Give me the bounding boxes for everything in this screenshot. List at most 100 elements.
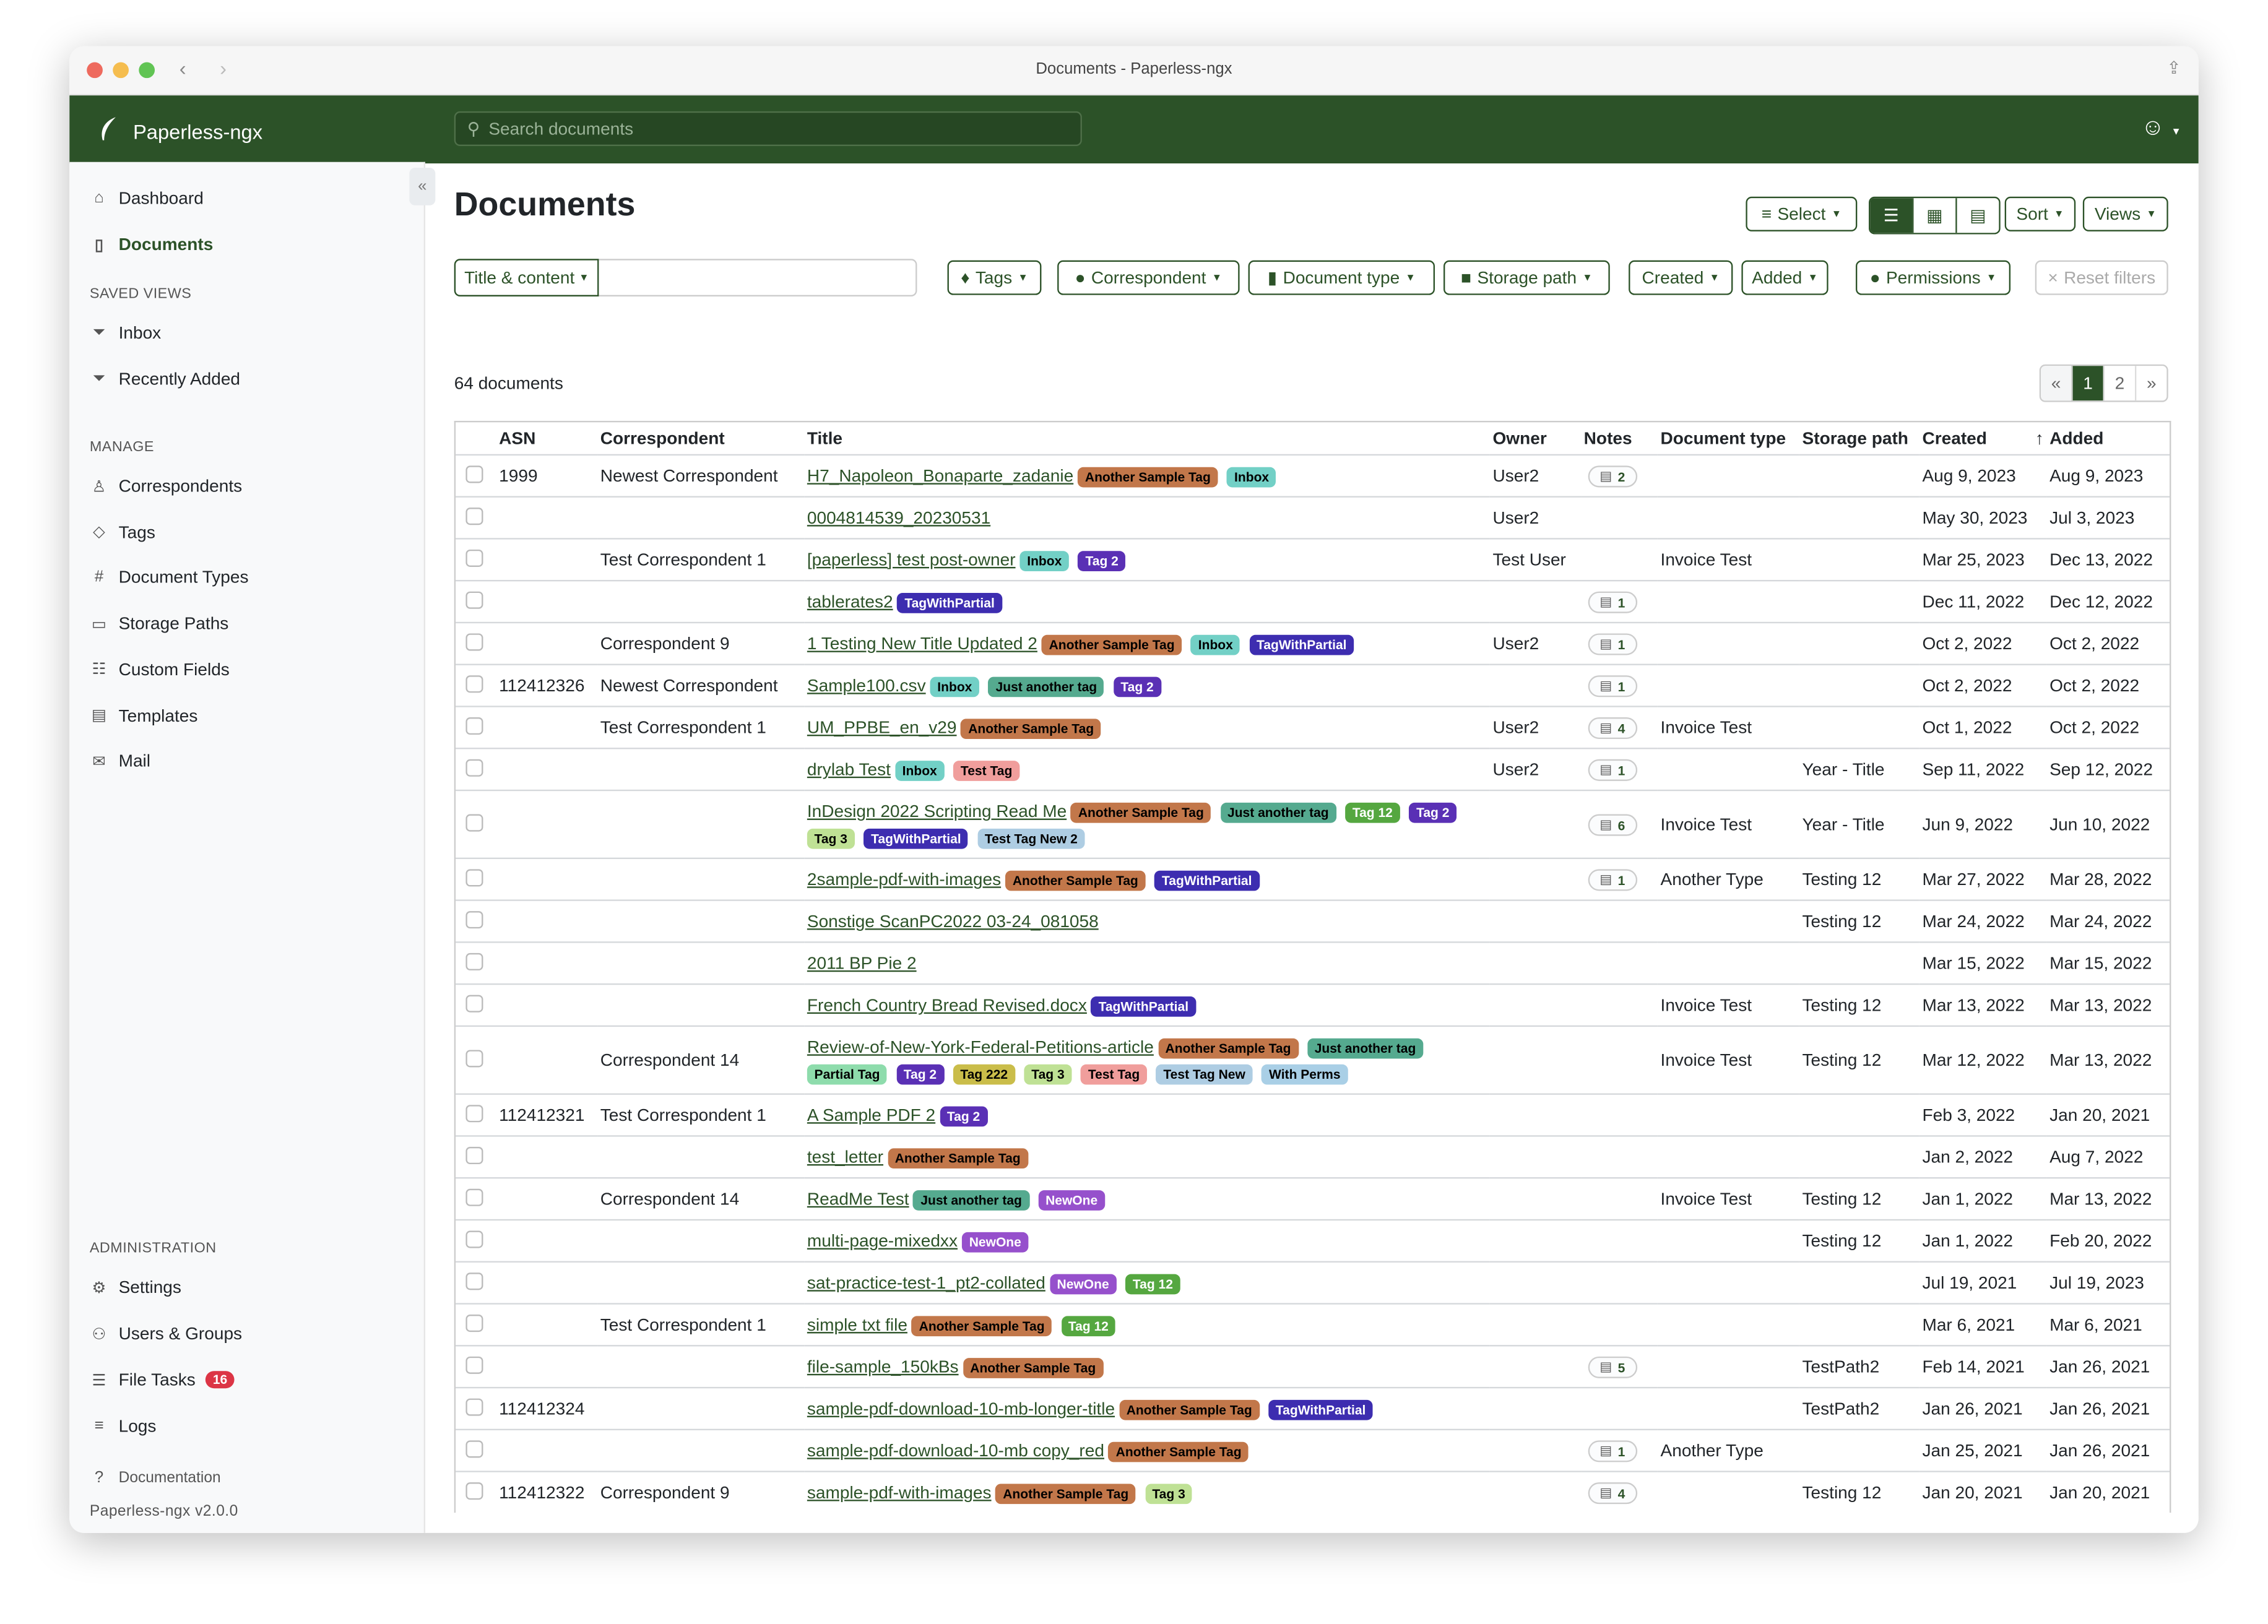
pagination-page-1[interactable]: 1 (2071, 366, 2103, 401)
sidebar-item-recently-added[interactable]: ⏷ Recently Added (90, 369, 240, 389)
tag-badge[interactable]: Test Tag New (1156, 1064, 1253, 1085)
table-row[interactable]: Correspondent 14 ReadMe Test Just another … (456, 1177, 2170, 1220)
table-row[interactable]: tablerates2 TagWithPartial ▤ 1 Dec 11, 2022… (456, 580, 2170, 623)
column-header-asn[interactable]: ASN (499, 428, 536, 449)
correspondent-value[interactable]: Test Correspondent 1 (600, 549, 766, 570)
table-row[interactable]: Test Correspondent 1 simple txt file Anoth… (456, 1303, 2170, 1346)
close-window-button[interactable] (87, 62, 103, 79)
large-cards-view-button[interactable]: ▤ (1955, 198, 1999, 233)
tag-badge[interactable]: NewOne (1049, 1274, 1117, 1295)
document-title-link[interactable]: UM_PPBE_en_v29 (807, 717, 957, 738)
document-title-link[interactable]: file-sample_150kBs (807, 1356, 959, 1377)
column-header-document-type[interactable]: Document type (1660, 428, 1786, 449)
row-checkbox[interactable] (465, 1104, 483, 1122)
document-title-link[interactable]: French Country Bread Revised.docx (807, 995, 1087, 1016)
tag-badge[interactable]: TagWithPartial (1091, 996, 1196, 1017)
tag-badge[interactable]: Test Tag (953, 761, 1019, 781)
correspondent-value[interactable]: Test Correspondent 1 (600, 1315, 766, 1335)
row-checkbox[interactable] (465, 1313, 483, 1331)
back-icon[interactable]: ‹ (179, 56, 186, 80)
tag-badge[interactable]: Another Sample Tag (961, 719, 1101, 740)
row-checkbox[interactable] (465, 507, 483, 525)
table-row[interactable]: file-sample_150kBs Another Sample Tag ▤ 5 T… (456, 1345, 2170, 1388)
table-row[interactable]: Correspondent 14 Review-of-New-York-Feder… (456, 1025, 2170, 1094)
notes-badge[interactable]: ▤ 4 (1588, 1482, 1637, 1505)
tag-badge[interactable]: Test Tag New 2 (977, 828, 1085, 849)
correspondent-value[interactable]: Newest Correspondent (600, 675, 778, 696)
notes-badge[interactable]: ▤ 1 (1588, 675, 1637, 698)
tag-badge[interactable]: Tag 2 (896, 1064, 944, 1085)
doctype-value[interactable]: Another Type (1660, 869, 1764, 890)
sidebar-item-custom-fields[interactable]: ☷ Custom Fields (90, 659, 230, 680)
tag-badge[interactable]: Another Sample Tag (1119, 1399, 1260, 1420)
sidebar-item-correspondents[interactable]: ♙ Correspondents (90, 476, 243, 496)
tag-badge[interactable]: TagWithPartial (863, 828, 969, 849)
doctype-value[interactable]: Another Type (1660, 1440, 1764, 1461)
document-title-link[interactable]: sat-practice-test-1_pt2-collated (807, 1272, 1045, 1294)
table-row[interactable]: 2011 BP Pie 2 Mar 15, 2022 Mar 15, 2022 (456, 941, 2170, 985)
row-checkbox[interactable] (465, 465, 483, 483)
doctype-value[interactable]: Invoice Test (1660, 549, 1752, 570)
maximize-window-button[interactable] (139, 62, 155, 79)
tag-badge[interactable]: Tag 3 (1024, 1064, 1072, 1085)
document-title-link[interactable]: [paperless] test post-owner (807, 549, 1016, 570)
tag-badge[interactable]: Just another tag (913, 1190, 1029, 1211)
forward-icon[interactable]: › (220, 56, 227, 80)
table-row[interactable]: 1999 Newest Correspondent H7_Napoleon_Bona… (456, 454, 2170, 497)
storage-value[interactable]: TestPath2 (1802, 1356, 1880, 1377)
correspondent-value[interactable]: Correspondent 14 (600, 1050, 740, 1071)
tag-badge[interactable]: With Perms (1262, 1064, 1348, 1085)
tag-badge[interactable]: Tag 222 (953, 1064, 1015, 1085)
column-header-notes[interactable]: Notes (1583, 428, 1632, 449)
correspondent-value[interactable]: Test Correspondent 1 (600, 1105, 766, 1125)
storage-value[interactable]: Testing 12 (1802, 911, 1882, 931)
storage-value[interactable]: Testing 12 (1802, 1482, 1882, 1503)
tag-badge[interactable]: TagWithPartial (1268, 1399, 1374, 1420)
sidebar-item-storage-paths[interactable]: ▭ Storage Paths (90, 613, 228, 634)
row-checkbox[interactable] (465, 1272, 483, 1290)
document-title-link[interactable]: ReadMe Test (807, 1188, 909, 1209)
table-row[interactable]: Test Correspondent 1 [paperless] test pos… (456, 538, 2170, 581)
table-row[interactable]: sat-practice-test-1_pt2-collated NewOne T… (456, 1261, 2170, 1304)
tag-badge[interactable]: Another Sample Tag (1071, 802, 1211, 823)
documentation-link[interactable]: ? Documentation (90, 1469, 221, 1487)
doctype-value[interactable]: Invoice Test (1660, 1188, 1752, 1209)
table-row[interactable]: French Country Bread Revised.docx TagWith… (456, 983, 2170, 1026)
document-title-link[interactable]: A Sample PDF 2 (807, 1105, 936, 1125)
tag-badge[interactable]: Tag 2 (1078, 551, 1126, 571)
tag-badge[interactable]: Another Sample Tag (963, 1358, 1103, 1378)
column-header-storage-path[interactable]: Storage path (1802, 428, 1908, 449)
reset-filters-button[interactable]: × Reset filters (2035, 260, 2168, 295)
tag-badge[interactable]: Another Sample Tag (1041, 634, 1182, 655)
doctype-value[interactable]: Invoice Test (1660, 814, 1752, 835)
tag-badge[interactable]: Just another tag (988, 676, 1104, 698)
pagination-page-2[interactable]: 2 (2103, 366, 2135, 401)
sidebar-item-inbox[interactable]: ⏷ Inbox (90, 322, 161, 343)
tag-badge[interactable]: Tag 12 (1345, 802, 1400, 823)
table-row[interactable]: sample-pdf-download-10-mb copy_red Anothe… (456, 1428, 2170, 1472)
storage-value[interactable]: TestPath2 (1802, 1398, 1880, 1419)
pagination-next[interactable]: » (2134, 366, 2166, 401)
column-header-owner[interactable]: Owner (1492, 428, 1547, 449)
notes-badge[interactable]: ▤ 1 (1588, 759, 1637, 781)
text-filter-input[interactable] (598, 261, 916, 295)
tag-badge[interactable]: Inbox (930, 676, 980, 698)
doctype-value[interactable]: Invoice Test (1660, 1050, 1752, 1071)
notes-badge[interactable]: ▤ 5 (1588, 1356, 1637, 1378)
pagination-prev[interactable]: « (2041, 366, 2072, 401)
row-checkbox[interactable] (465, 813, 483, 831)
notes-badge[interactable]: ▤ 4 (1588, 717, 1637, 740)
tag-badge[interactable]: Inbox (894, 761, 945, 781)
row-checkbox[interactable] (465, 1440, 483, 1458)
sort-button[interactable]: Sort ▼ (2004, 196, 2076, 231)
document-title-link[interactable]: InDesign 2022 Scripting Read Me (807, 801, 1067, 822)
row-checkbox[interactable] (465, 716, 483, 734)
sidebar-item-templates[interactable]: ▤ Templates (90, 705, 198, 725)
storage-value[interactable]: Year - Title (1802, 814, 1885, 835)
notes-badge[interactable]: ▤ 1 (1588, 633, 1637, 655)
table-row[interactable]: 112412321 Test Correspondent 1 A Sample PD… (456, 1093, 2170, 1136)
sidebar-item-tags[interactable]: ◇ Tags (90, 522, 155, 542)
tag-badge[interactable]: NewOne (1038, 1190, 1105, 1211)
tag-badge[interactable]: Another Sample Tag (1108, 1441, 1249, 1462)
row-checkbox[interactable] (465, 994, 483, 1012)
